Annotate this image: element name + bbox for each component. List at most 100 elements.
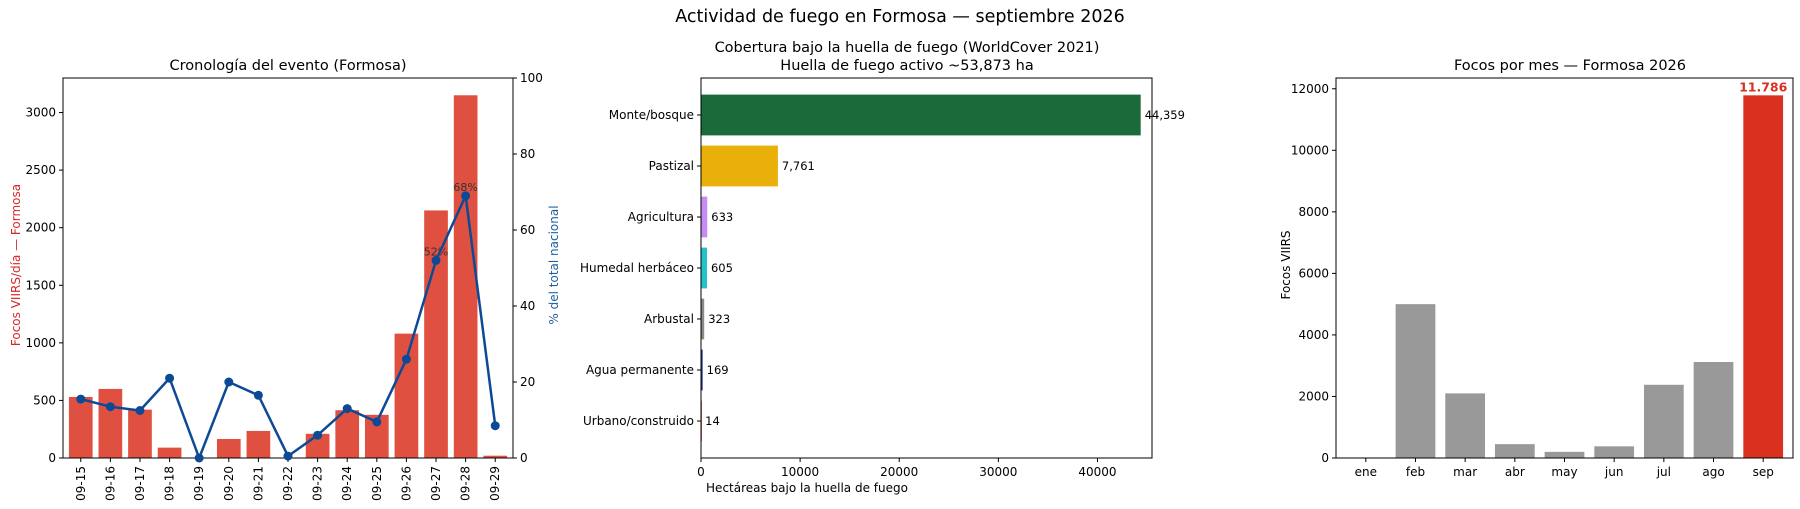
timeline-share-point-09-19 — [194, 453, 204, 463]
figure-suptitle: Actividad de fuego en Formosa — septiemb… — [675, 7, 1125, 27]
monthly-ytick-label: 2000 — [1298, 389, 1329, 403]
landcover-bar-1 — [701, 145, 778, 187]
landcover-bar-3 — [701, 247, 707, 289]
landcover-xlabel: Hectáreas bajo la huella de fuego — [706, 481, 908, 495]
landcover-xtick-label: 20000 — [880, 465, 918, 479]
timeline-share-point-09-17 — [135, 406, 145, 415]
timeline-share-point-09-25 — [372, 417, 382, 427]
timeline-ytick-label: 2500 — [25, 163, 56, 177]
timeline-bar-09-21 — [246, 430, 271, 458]
monthly-title: Focos por mes — Formosa 2026 — [1454, 58, 1686, 74]
timeline-ytick-right-label: 0 — [520, 451, 528, 465]
timeline-share-point-09-21 — [253, 390, 263, 400]
timeline-share-point-09-24 — [342, 404, 352, 414]
timeline-bar-09-29 — [483, 455, 508, 458]
monthly-xtick-label: sep — [1753, 465, 1774, 479]
timeline-bar-09-20 — [216, 439, 241, 458]
timeline-ytick-label: 500 — [33, 393, 56, 407]
landcover-category-label: Arbustal — [644, 312, 694, 326]
landcover-value-label: 169 — [707, 363, 729, 377]
timeline-xtick-label: 09-28 — [459, 466, 473, 501]
landcover-bar-0 — [701, 94, 1141, 136]
landcover-category-label: Agricultura — [628, 210, 694, 224]
timeline-ytick-label: 1500 — [25, 278, 56, 292]
timeline-xtick-label: 09-17 — [133, 466, 147, 501]
landcover-value-label: 7,761 — [782, 159, 815, 173]
timeline-annotation: 68% — [453, 181, 477, 194]
timeline-ylabel-left: Focos VIIRS/día — Formosa — [9, 184, 23, 346]
timeline-share-point-09-28 — [461, 191, 471, 201]
timeline-xtick-label: 09-25 — [370, 466, 384, 501]
timeline-xtick-label: 09-18 — [163, 466, 177, 501]
landcover-value-label: 323 — [708, 312, 730, 326]
monthly-xtick-label: jul — [1656, 465, 1671, 479]
landcover-category-label: Urbano/construido — [583, 414, 694, 428]
monthly-bar-mar — [1445, 393, 1486, 458]
timeline-bar-09-17 — [128, 409, 152, 458]
timeline-ytick-right-label: 100 — [520, 71, 543, 85]
monthly-xtick-label: mar — [1453, 465, 1477, 479]
landcover-bar-5 — [701, 349, 703, 391]
timeline-bar-09-16 — [98, 388, 123, 458]
timeline-share-point-09-26 — [401, 354, 411, 364]
landcover-title-line1: Cobertura bajo la huella de fuego (World… — [715, 40, 1100, 56]
monthly-chart: Focos por mes — Formosa 2026 Focos VIIRS… — [1279, 58, 1794, 479]
landcover-value-label: 605 — [711, 261, 733, 275]
timeline-ytick-right-label: 80 — [520, 147, 535, 161]
timeline-bar-09-18 — [157, 447, 182, 458]
timeline-bar-09-24 — [335, 410, 360, 458]
monthly-ytick-label: 10000 — [1291, 143, 1329, 157]
timeline-share-point-09-29 — [490, 421, 500, 431]
timeline-ytick-label: 2000 — [25, 221, 56, 235]
timeline-xtick-label: 09-29 — [488, 466, 502, 501]
timeline-ytick-label: 1000 — [25, 336, 56, 350]
timeline-xtick-label: 09-20 — [222, 466, 236, 501]
timeline-ytick-right-label: 60 — [520, 223, 535, 237]
timeline-ytick-label: 0 — [48, 451, 56, 465]
monthly-ytick-label: 4000 — [1298, 328, 1329, 342]
timeline-ytick-right-label: 40 — [520, 299, 535, 313]
landcover-xtick-label: 0 — [697, 465, 705, 479]
landcover-bar-2 — [701, 196, 708, 238]
monthly-bar-jun — [1594, 446, 1635, 458]
timeline-share-point-09-16 — [105, 402, 115, 412]
landcover-category-label: Pastizal — [649, 159, 694, 173]
landcover-title-line2: Huella de fuego activo ~53,873 ha — [780, 58, 1033, 74]
timeline-title: Cronología del evento (Formosa) — [169, 58, 406, 74]
timeline-share-point-09-27 — [431, 255, 441, 265]
timeline-xtick-label: 09-27 — [429, 466, 443, 501]
timeline-chart: Cronología del evento (Formosa) Focos VI… — [9, 58, 561, 501]
monthly-xtick-label: may — [1551, 465, 1577, 479]
timeline-ylabel-right: % del total nacional — [547, 205, 561, 324]
timeline-xtick-label: 09-24 — [340, 466, 354, 501]
monthly-xtick-label: ene — [1355, 465, 1377, 479]
timeline-share-point-09-22 — [283, 451, 293, 461]
monthly-ytick-label: 0 — [1321, 451, 1329, 465]
timeline-bar-09-15 — [68, 396, 93, 458]
monthly-bar-jul — [1643, 384, 1684, 458]
timeline-bar-09-28 — [453, 95, 478, 458]
landcover-category-label: Humedal herbáceo — [580, 261, 694, 275]
monthly-xtick-label: ago — [1702, 465, 1724, 479]
landcover-category-label: Monte/bosque — [609, 108, 694, 122]
landcover-value-label: 44,359 — [1145, 108, 1185, 122]
timeline-xtick-label: 09-22 — [281, 466, 295, 501]
timeline-bar-09-27 — [424, 210, 448, 458]
monthly-xtick-label: jun — [1604, 465, 1624, 479]
monthly-bar-ago — [1693, 362, 1734, 458]
timeline-share-point-09-23 — [313, 430, 323, 440]
monthly-highlight-label: 11.786 — [1739, 79, 1788, 94]
landcover-value-label: 633 — [711, 210, 733, 224]
timeline-xtick-label: 09-26 — [399, 466, 413, 501]
timeline-xtick-label: 09-15 — [74, 466, 88, 501]
landcover-xtick-label: 40000 — [1078, 465, 1116, 479]
monthly-bar-feb — [1395, 304, 1436, 458]
monthly-ytick-label: 8000 — [1298, 205, 1329, 219]
timeline-xtick-label: 09-21 — [251, 466, 265, 501]
timeline-xtick-label: 09-16 — [103, 466, 117, 501]
timeline-ytick-label: 3000 — [25, 106, 56, 120]
timeline-share-point-09-18 — [165, 373, 175, 383]
landcover-bar-4 — [701, 298, 705, 340]
landcover-chart: Cobertura bajo la huella de fuego (World… — [580, 40, 1185, 495]
